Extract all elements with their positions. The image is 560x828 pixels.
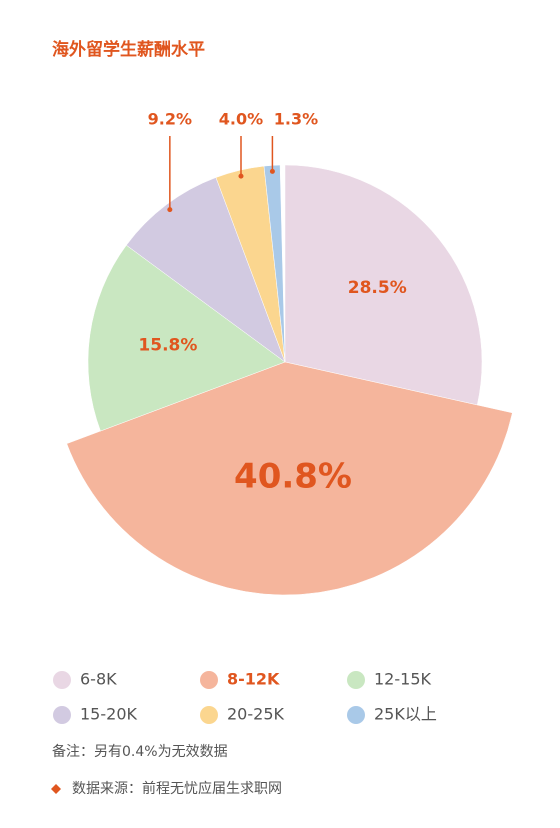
legend-label: 6-8K: [80, 670, 117, 689]
bullet: [51, 784, 61, 794]
pie-slice: [87, 244, 286, 432]
legend-label: 15-20K: [80, 705, 137, 724]
data-label: 40.8%: [234, 457, 352, 497]
data-label: 1.3%: [274, 110, 318, 129]
data-label: 15.8%: [138, 336, 197, 356]
legend-marker: [200, 671, 218, 689]
chart-title: 海外留学生薪酬水平: [52, 39, 205, 60]
data-label: 9.2%: [148, 110, 192, 129]
legend-marker: [347, 671, 365, 689]
data-label: 4.0%: [219, 110, 263, 129]
note: 备注：另有0.4%为无效数据: [52, 743, 228, 760]
pie-slice: [126, 177, 286, 363]
leader-dot: [167, 207, 173, 213]
legend-marker: [53, 706, 71, 724]
legend-label: 8-12K: [227, 670, 280, 689]
legend-marker: [53, 671, 71, 689]
leader-dot: [238, 173, 244, 179]
legend-label: 12-15K: [374, 670, 431, 689]
data-label: 28.5%: [348, 278, 407, 298]
pie-slice: [66, 361, 513, 596]
leader-dot: [269, 168, 275, 174]
legend-marker: [200, 706, 218, 724]
legend-label: 20-25K: [227, 705, 284, 724]
pie-slice: [284, 164, 483, 406]
legend-label: 25K以上: [374, 705, 437, 724]
source: 数据来源：前程无忧应届生求职网: [72, 780, 282, 797]
legend-marker: [347, 706, 365, 724]
